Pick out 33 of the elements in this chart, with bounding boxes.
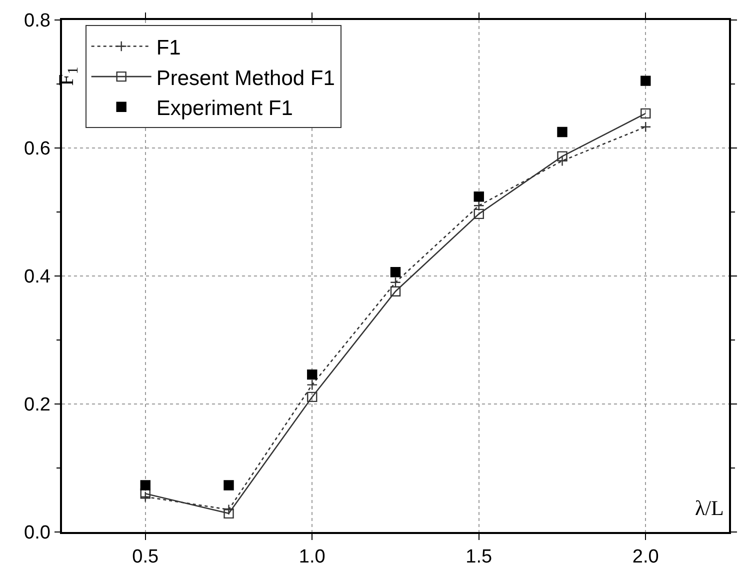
point	[474, 208, 484, 220]
point	[390, 276, 401, 288]
point	[306, 379, 318, 390]
point	[640, 108, 651, 119]
point	[224, 508, 234, 519]
x-tick-label: 2.0	[632, 546, 659, 568]
legend-label: F1	[156, 36, 181, 60]
point	[473, 200, 484, 212]
y-tick-label: 0.4	[24, 266, 51, 288]
point	[307, 392, 318, 402]
point	[224, 480, 234, 490]
y-tick-label: 0.8	[24, 10, 50, 32]
x-tick-label: 1.5	[466, 546, 492, 568]
point	[390, 267, 401, 278]
point	[307, 369, 318, 380]
point	[223, 504, 234, 516]
point	[640, 76, 651, 86]
point	[640, 121, 652, 132]
y-tick-label: 0.0	[24, 522, 50, 544]
point	[474, 192, 484, 202]
point	[557, 126, 568, 138]
point	[390, 286, 401, 296]
x-axis-title: λ/L	[695, 496, 724, 520]
point	[140, 488, 150, 499]
legend-label: Experiment F1	[156, 97, 293, 120]
point	[557, 151, 568, 162]
x-tick-label: 1.0	[298, 546, 326, 568]
legend-label: Present Method F1	[156, 66, 335, 90]
y-tick-label: 0.2	[24, 394, 50, 416]
y-tick-label: 0.6	[24, 138, 50, 160]
x-tick-label: 0.5	[132, 546, 159, 568]
point	[140, 491, 151, 502]
point	[140, 480, 150, 490]
